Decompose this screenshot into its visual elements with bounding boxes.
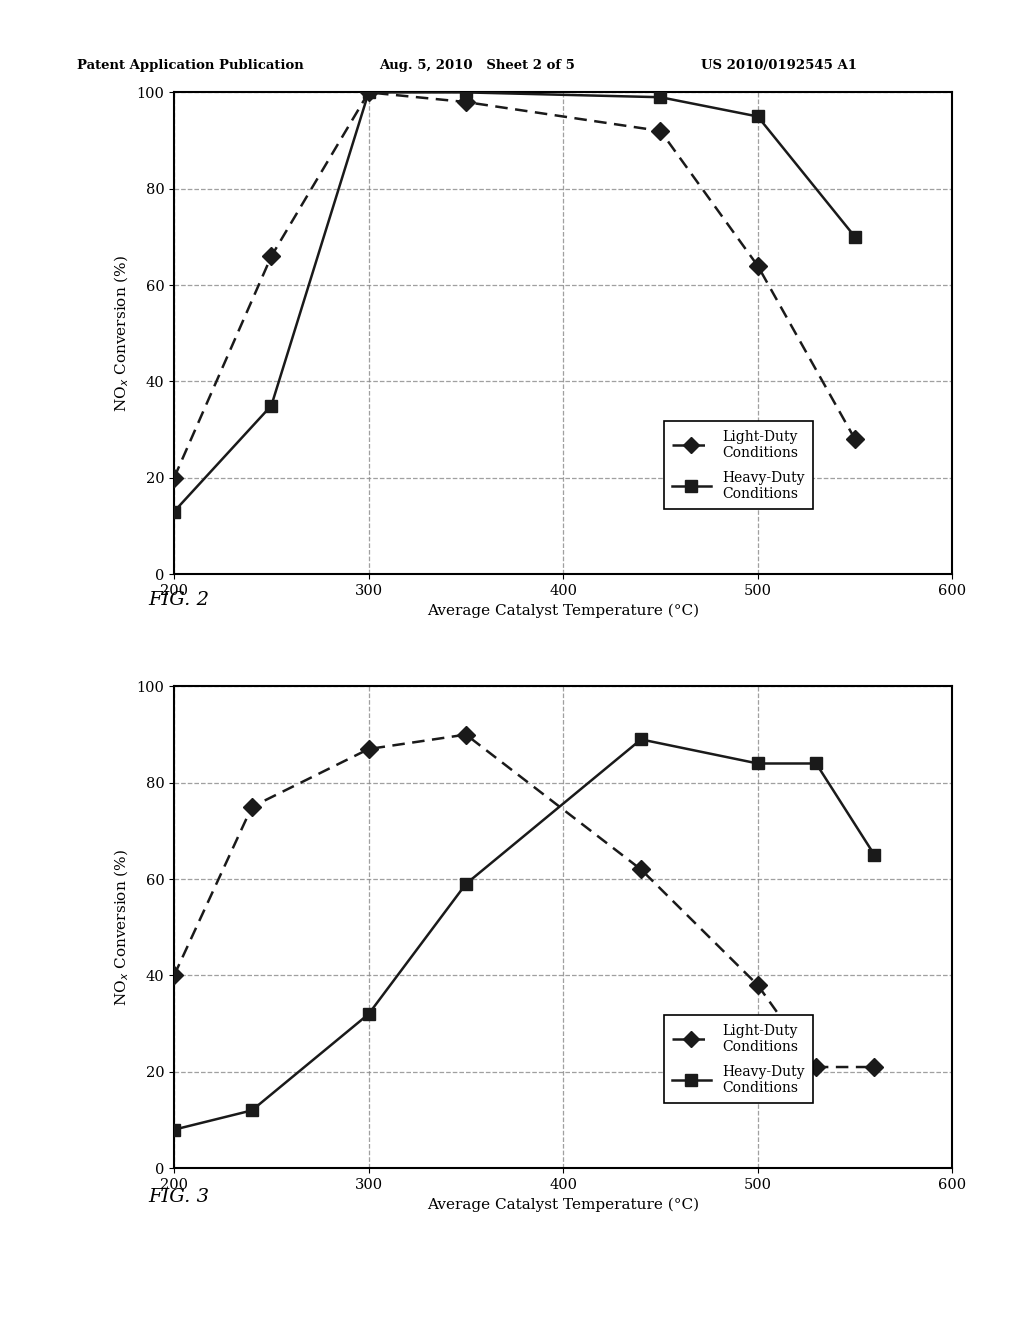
X-axis label: Average Catalyst Temperature (°C): Average Catalyst Temperature (°C)	[427, 603, 699, 618]
Text: Aug. 5, 2010   Sheet 2 of 5: Aug. 5, 2010 Sheet 2 of 5	[379, 59, 574, 73]
Text: US 2010/0192545 A1: US 2010/0192545 A1	[701, 59, 857, 73]
Y-axis label: NO$_x$ Conversion (%): NO$_x$ Conversion (%)	[113, 849, 131, 1006]
Text: FIG. 2: FIG. 2	[148, 591, 210, 610]
Text: Patent Application Publication: Patent Application Publication	[77, 59, 303, 73]
X-axis label: Average Catalyst Temperature (°C): Average Catalyst Temperature (°C)	[427, 1197, 699, 1212]
Text: FIG. 3: FIG. 3	[148, 1188, 210, 1206]
Y-axis label: NO$_x$ Conversion (%): NO$_x$ Conversion (%)	[113, 255, 131, 412]
Legend: Light-Duty
Conditions, Heavy-Duty
Conditions: Light-Duty Conditions, Heavy-Duty Condit…	[664, 421, 813, 510]
Legend: Light-Duty
Conditions, Heavy-Duty
Conditions: Light-Duty Conditions, Heavy-Duty Condit…	[664, 1015, 813, 1104]
